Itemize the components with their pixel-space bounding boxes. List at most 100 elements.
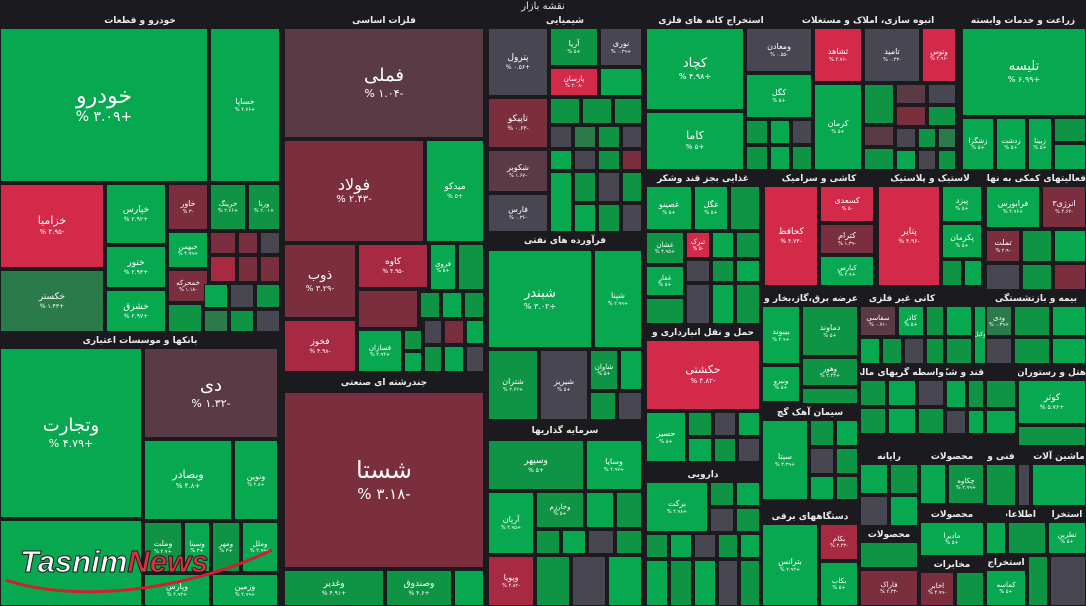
- stock-tile[interactable]: ومهر +۳ %: [212, 522, 240, 572]
- stock-tile[interactable]: وتوس -۴.۹۶ %: [922, 28, 956, 82]
- stock-tile[interactable]: [686, 284, 710, 324]
- stock-tile[interactable]: میدکو +۵ %: [426, 140, 484, 242]
- stock-tile[interactable]: دماوند +۵ %: [802, 306, 858, 356]
- stock-tile[interactable]: برکت +۴.۹۸ %: [646, 482, 708, 532]
- stock-tile[interactable]: کوثر +۵.۷۶ %: [1018, 380, 1086, 424]
- stock-tile[interactable]: [710, 482, 734, 506]
- stock-tile[interactable]: [792, 146, 812, 170]
- stock-tile[interactable]: مادیرا +۵ %: [920, 522, 984, 556]
- stock-tile[interactable]: [582, 98, 612, 124]
- stock-tile[interactable]: کاما +۵ %: [646, 112, 744, 170]
- stock-tile[interactable]: [770, 146, 790, 170]
- stock-tile[interactable]: [946, 410, 966, 434]
- stock-tile[interactable]: کترام -۱.۳۹ %: [820, 224, 874, 254]
- stock-tile[interactable]: کاذر +۵ %: [898, 306, 924, 336]
- stock-tile[interactable]: [712, 260, 734, 282]
- stock-tile[interactable]: [860, 338, 880, 364]
- stock-tile[interactable]: [918, 128, 936, 148]
- stock-tile[interactable]: ومعادن -۰.۵۵ %: [746, 28, 812, 72]
- stock-tile[interactable]: ورنا +۲.۰۱ %: [248, 184, 280, 230]
- stock-tile[interactable]: [710, 508, 734, 532]
- stock-tile[interactable]: پارسان -۲.۰۸ %: [550, 68, 598, 96]
- stock-tile[interactable]: [688, 438, 712, 462]
- stock-tile[interactable]: [746, 146, 768, 170]
- stock-tile[interactable]: [1014, 306, 1050, 336]
- stock-tile[interactable]: خمحرکه -۱.۱۸ %: [168, 270, 208, 302]
- stock-tile[interactable]: [574, 204, 596, 232]
- stock-tile[interactable]: کاوه -۴.۹۵ %: [358, 244, 428, 288]
- stock-tile[interactable]: [946, 380, 966, 408]
- stock-tile[interactable]: [714, 438, 736, 462]
- stock-tile[interactable]: [694, 560, 716, 606]
- stock-tile[interactable]: [946, 306, 972, 336]
- stock-tile[interactable]: [404, 352, 422, 372]
- stock-tile[interactable]: [918, 150, 936, 170]
- stock-tile[interactable]: شپنا +۲.۹۹ %: [594, 250, 642, 348]
- stock-tile[interactable]: [926, 338, 944, 364]
- stock-tile[interactable]: تامید -۰.۴۳ %: [864, 28, 920, 82]
- stock-tile[interactable]: شاوان +۵ %: [590, 350, 618, 390]
- stock-tile[interactable]: [1054, 230, 1086, 262]
- stock-tile[interactable]: [550, 150, 572, 170]
- stock-tile[interactable]: زشگزا +۵ %: [962, 118, 994, 170]
- stock-tile[interactable]: [926, 306, 944, 336]
- stock-tile[interactable]: اخابر -۴.۹۹ %: [920, 572, 954, 606]
- stock-tile[interactable]: [986, 380, 1016, 408]
- stock-tile[interactable]: [714, 412, 736, 436]
- stock-tile[interactable]: تاپیکو -۰.۶۳ %: [488, 98, 548, 148]
- stock-tile[interactable]: وپویا -۴.۸۲ %: [488, 556, 534, 606]
- stock-tile[interactable]: [738, 412, 760, 436]
- stock-tile[interactable]: [256, 310, 280, 332]
- stock-tile[interactable]: [938, 150, 956, 170]
- stock-tile[interactable]: چکاوه +۲.۹۹ %: [948, 464, 984, 504]
- stock-tile[interactable]: [938, 128, 956, 148]
- stock-tile[interactable]: [964, 260, 982, 286]
- stock-tile[interactable]: حسیر +۵ %: [646, 412, 686, 462]
- stock-tile[interactable]: [600, 68, 642, 96]
- stock-tile[interactable]: [928, 106, 956, 126]
- stock-tile[interactable]: [904, 338, 924, 364]
- stock-tile[interactable]: [968, 410, 984, 434]
- stock-tile[interactable]: ختور +۲.۹۳ %: [106, 246, 166, 288]
- stock-tile[interactable]: [736, 232, 760, 258]
- stock-tile[interactable]: خبهمن +۴.۹۹ %: [168, 232, 208, 268]
- stock-tile[interactable]: [718, 534, 738, 558]
- stock-tile[interactable]: وسپهر +۵ %: [488, 440, 584, 490]
- stock-tile[interactable]: وصندوق +۴.۶ %: [386, 570, 452, 606]
- stock-tile[interactable]: بیبوند +۴.۹ %: [762, 306, 800, 364]
- stock-tile[interactable]: فاراک -۲.۴۳ %: [860, 570, 918, 606]
- stock-tile[interactable]: زبینا +۵ %: [1028, 118, 1052, 170]
- stock-tile[interactable]: [890, 464, 918, 494]
- stock-tile[interactable]: خکستر +۱.۴۳ %: [0, 270, 104, 332]
- stock-tile[interactable]: [622, 150, 642, 170]
- stock-tile[interactable]: وتجارت +۴.۷۹ %: [0, 348, 142, 518]
- stock-tile[interactable]: زدشت +۵ %: [996, 118, 1026, 170]
- stock-tile[interactable]: [1052, 306, 1086, 336]
- stock-tile[interactable]: [896, 84, 926, 104]
- stock-tile[interactable]: [404, 330, 422, 350]
- stock-tile[interactable]: [986, 464, 1016, 506]
- stock-tile[interactable]: کماسه +۵ %: [986, 570, 1026, 606]
- stock-tile[interactable]: دی -۱.۳۲ %: [144, 348, 278, 438]
- stock-tile[interactable]: [210, 256, 236, 282]
- stock-tile[interactable]: فرابورس +۴.۹۶ %: [986, 186, 1040, 228]
- stock-tile[interactable]: [238, 256, 258, 282]
- stock-tile[interactable]: پکرمان +۵ %: [942, 224, 982, 258]
- stock-tile[interactable]: [1014, 338, 1050, 364]
- stock-tile[interactable]: [466, 346, 484, 372]
- stock-tile[interactable]: [740, 534, 760, 558]
- stock-tile[interactable]: [358, 290, 418, 328]
- stock-tile[interactable]: فروی +۵ %: [430, 244, 456, 290]
- stock-tile[interactable]: [1028, 556, 1048, 606]
- stock-tile[interactable]: ونیرو +۵ %: [762, 366, 800, 402]
- stock-tile[interactable]: [860, 496, 888, 526]
- stock-tile[interactable]: فارس -۰.۳۶ %: [488, 194, 548, 232]
- stock-tile[interactable]: شتران +۲.۶۲ %: [488, 350, 538, 420]
- stock-tile[interactable]: [810, 476, 834, 500]
- stock-tile[interactable]: [688, 412, 712, 436]
- stock-tile[interactable]: فسازان +۴.۹۴ %: [358, 330, 402, 372]
- stock-tile[interactable]: وپارس +۴.۹۳ %: [144, 574, 210, 606]
- stock-tile[interactable]: [896, 128, 916, 148]
- stock-tile[interactable]: [168, 304, 202, 332]
- stock-tile[interactable]: [204, 310, 228, 332]
